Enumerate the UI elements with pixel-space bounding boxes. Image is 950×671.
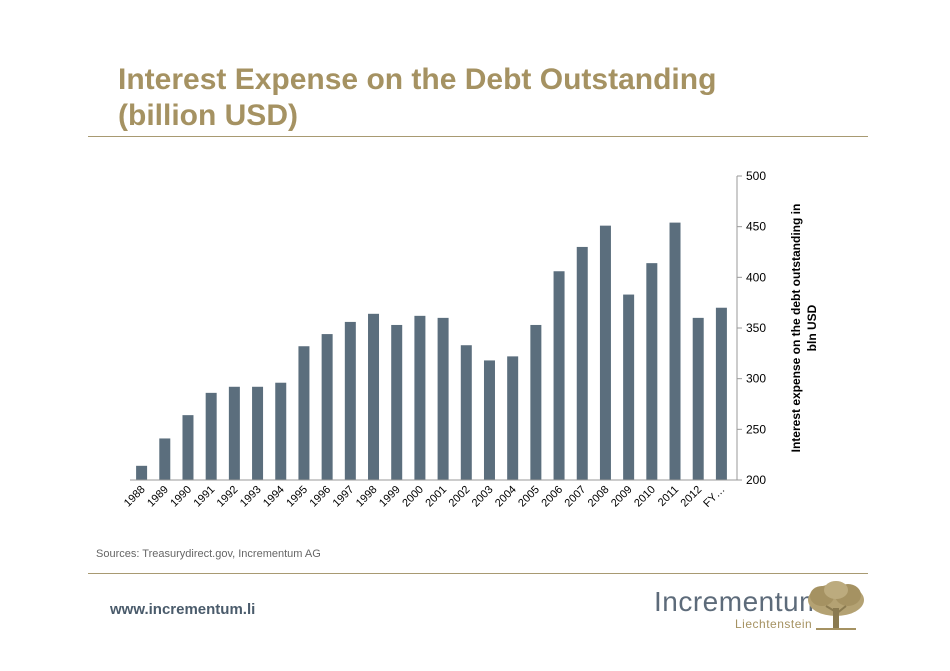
y-axis: 200 250 300 350 400 450 500 xyxy=(736,169,766,487)
x-tick-label: 2007 xyxy=(563,484,589,510)
bar-2003 xyxy=(483,360,495,480)
bar-2002 xyxy=(460,345,472,480)
footer-divider xyxy=(88,573,868,574)
x-tick-label: 2008 xyxy=(586,484,612,510)
bar-1988 xyxy=(136,465,148,480)
bar-2005 xyxy=(530,324,542,480)
x-tick-label: 1998 xyxy=(354,484,380,510)
y-tick-label: 450 xyxy=(746,220,766,234)
x-tick-label: 2011 xyxy=(656,484,681,509)
x-tick-label: 2012 xyxy=(679,484,705,510)
x-tick-label: 1988 xyxy=(122,484,148,510)
x-tick-label: 1996 xyxy=(307,484,333,510)
logo-subtitle: Liechtenstein xyxy=(735,617,813,631)
bar-2009 xyxy=(623,294,635,480)
bar-1994 xyxy=(275,382,287,480)
page-title-line-2: (billion USD) xyxy=(118,99,298,132)
bar-chart: 1988198919901991199219931994199519961997… xyxy=(122,169,819,510)
x-tick-label: 2004 xyxy=(493,484,519,510)
bar-1992 xyxy=(228,386,240,480)
bar-1995 xyxy=(298,346,310,480)
x-tick-label: 2010 xyxy=(632,484,658,510)
website-link[interactable]: www.incrementum.li xyxy=(110,601,256,618)
x-tick-label: 2006 xyxy=(539,484,565,510)
bar-FY… xyxy=(715,307,727,480)
x-tick-label: 1992 xyxy=(215,484,241,510)
x-tick-labels: 1988198919901991199219931994199519961997… xyxy=(122,484,728,510)
y-tick-label: 200 xyxy=(746,473,766,487)
y-tick-label: 250 xyxy=(746,422,766,436)
x-tick-label: 2000 xyxy=(400,484,426,510)
bar-2012 xyxy=(692,317,704,480)
page-title: Interest Expense on the Debt Outstanding… xyxy=(118,62,716,134)
bar-2007 xyxy=(576,246,588,480)
x-tick-label: 1991 xyxy=(191,484,217,510)
x-tick-label: 1994 xyxy=(261,484,287,510)
x-tick-label: 2003 xyxy=(470,484,496,510)
bar-1998 xyxy=(368,313,380,480)
bar-1997 xyxy=(344,321,356,480)
x-tick-label: 1990 xyxy=(168,484,194,510)
x-tick-label: 2005 xyxy=(516,484,542,510)
y-tick-label: 350 xyxy=(746,321,766,335)
y-axis-label-line-2: bln USD xyxy=(805,304,819,351)
bar-1996 xyxy=(321,334,333,480)
x-tick-label: 2002 xyxy=(447,484,473,510)
tree-icon xyxy=(808,581,864,630)
bar-1989 xyxy=(159,438,171,480)
bar-1999 xyxy=(391,324,403,480)
x-tick-label: 1999 xyxy=(377,484,403,510)
bars-group xyxy=(130,222,737,481)
x-tick-label: 2009 xyxy=(609,484,635,510)
bar-1991 xyxy=(205,392,217,480)
x-tick-label: 1993 xyxy=(238,484,264,510)
bar-2010 xyxy=(646,263,658,480)
y-tick-label: 300 xyxy=(746,372,766,386)
bar-2006 xyxy=(553,271,565,480)
sources-note: Sources: Treasurydirect.gov, Incrementum… xyxy=(96,548,321,560)
x-tick-label: 1995 xyxy=(284,484,310,510)
x-tick-label: 1989 xyxy=(145,484,171,510)
y-tick-label: 500 xyxy=(746,169,766,183)
bar-2011 xyxy=(669,222,681,480)
bar-2001 xyxy=(437,317,449,480)
page-title-line-1: Interest Expense on the Debt Outstanding xyxy=(118,63,717,96)
y-axis-label-line-1: Interest expense on the debt outstanding… xyxy=(789,204,803,453)
bar-2000 xyxy=(414,315,426,480)
bar-2008 xyxy=(599,225,611,480)
bar-1993 xyxy=(252,386,264,480)
bar-1990 xyxy=(182,415,194,480)
bar-2004 xyxy=(507,356,519,480)
x-tick-label: 1997 xyxy=(331,484,357,510)
x-tick-label: FY… xyxy=(701,484,727,510)
y-tick-label: 400 xyxy=(746,270,766,284)
x-tick-label: 2001 xyxy=(423,484,449,510)
logo-name: Incrementum xyxy=(654,586,823,617)
title-divider xyxy=(88,136,868,137)
